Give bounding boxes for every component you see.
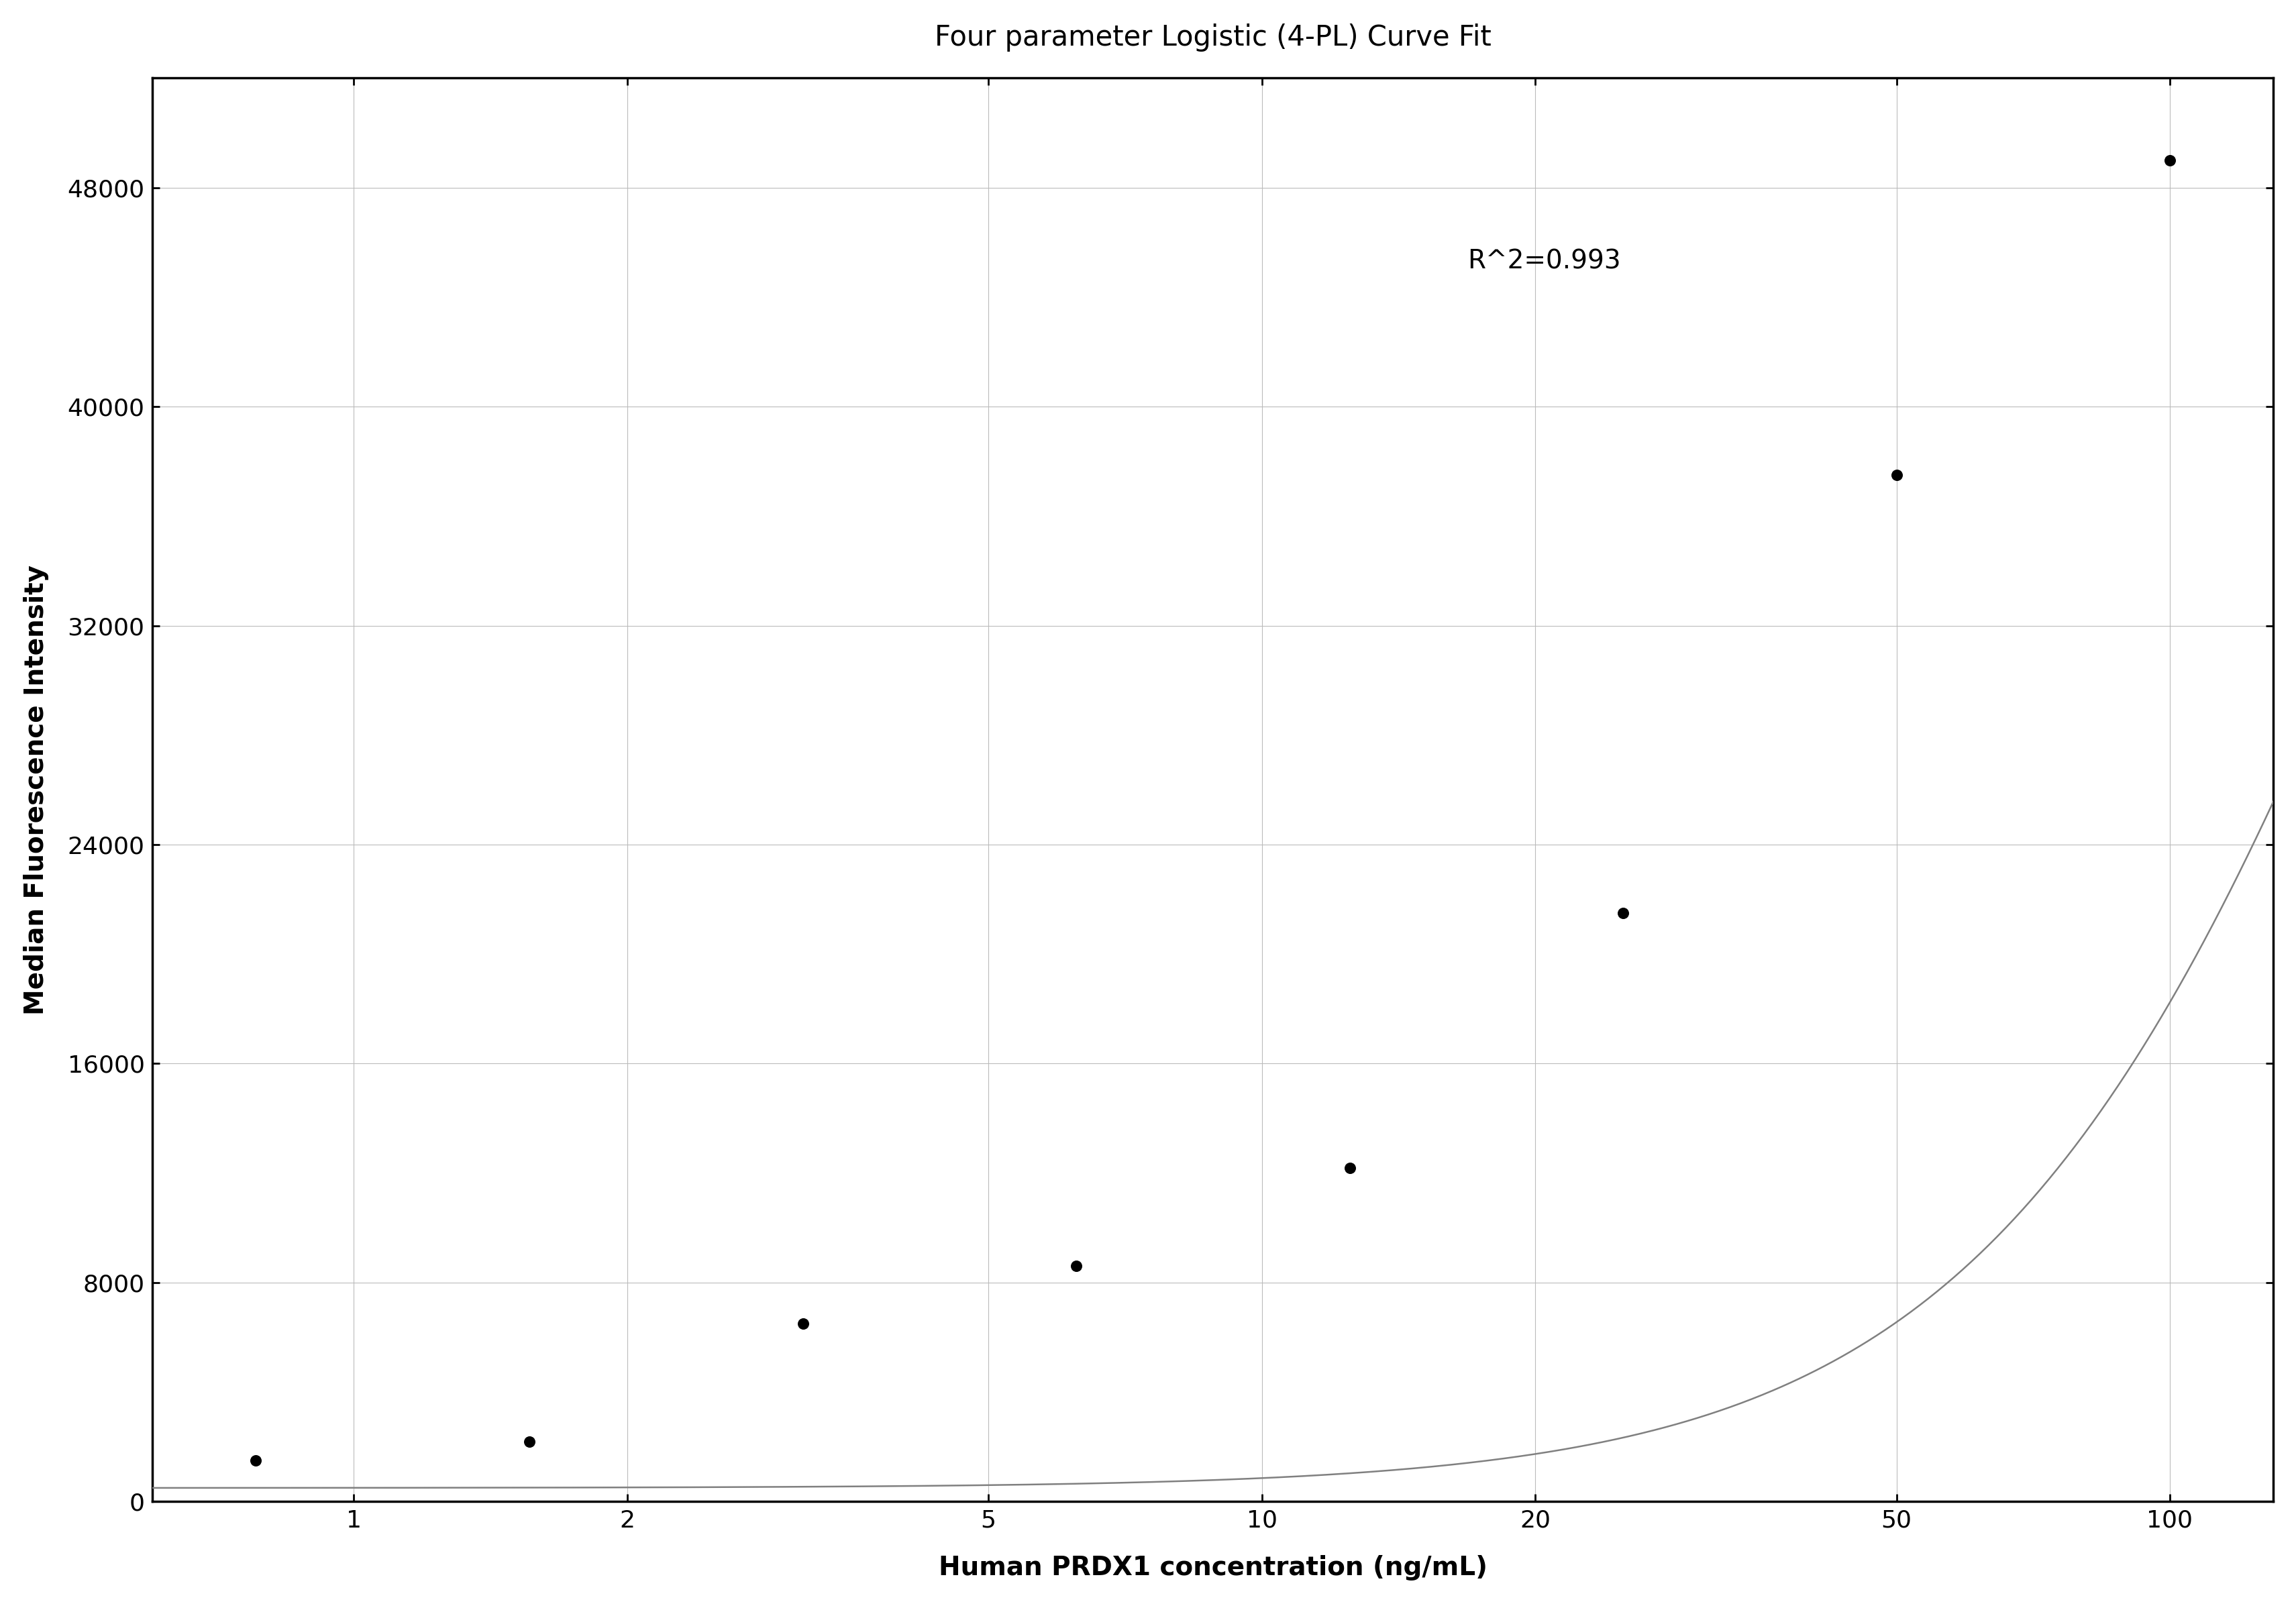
Point xyxy=(785,1310,822,1336)
Point xyxy=(1878,462,1915,488)
Point xyxy=(2151,148,2188,173)
Text: R^2=0.993: R^2=0.993 xyxy=(1467,249,1621,274)
Point xyxy=(236,1448,273,1474)
Point xyxy=(1332,1155,1368,1181)
X-axis label: Human PRDX1 concentration (ng/mL): Human PRDX1 concentration (ng/mL) xyxy=(939,1556,1488,1580)
Point xyxy=(1058,1253,1095,1278)
Point xyxy=(510,1429,546,1455)
Point xyxy=(1605,900,1642,926)
Y-axis label: Median Fluorescence Intensity: Median Fluorescence Intensity xyxy=(23,565,48,1015)
Title: Four parameter Logistic (4-PL) Curve Fit: Four parameter Logistic (4-PL) Curve Fit xyxy=(934,24,1490,51)
